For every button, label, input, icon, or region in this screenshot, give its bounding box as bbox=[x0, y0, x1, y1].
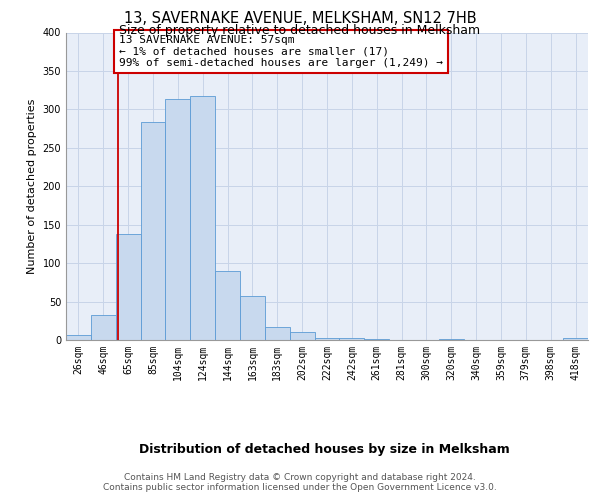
Bar bbox=[364, 339, 389, 340]
Bar bbox=[66, 334, 91, 340]
Bar bbox=[166, 100, 190, 340]
Bar bbox=[265, 327, 290, 340]
Bar bbox=[563, 338, 588, 340]
Text: 13, SAVERNAKE AVENUE, MELKSHAM, SN12 7HB: 13, SAVERNAKE AVENUE, MELKSHAM, SN12 7HB bbox=[124, 11, 476, 26]
Bar bbox=[340, 338, 364, 340]
Y-axis label: Number of detached properties: Number of detached properties bbox=[27, 98, 37, 274]
Bar bbox=[215, 271, 240, 340]
Bar bbox=[439, 339, 464, 340]
Bar bbox=[190, 96, 215, 340]
Bar bbox=[116, 234, 140, 340]
Bar bbox=[140, 122, 166, 340]
Bar bbox=[91, 314, 116, 340]
Text: Size of property relative to detached houses in Melksham: Size of property relative to detached ho… bbox=[119, 24, 481, 37]
Text: 13 SAVERNAKE AVENUE: 57sqm
← 1% of detached houses are smaller (17)
99% of semi-: 13 SAVERNAKE AVENUE: 57sqm ← 1% of detac… bbox=[119, 35, 443, 68]
Bar bbox=[314, 338, 340, 340]
Text: Distribution of detached houses by size in Melksham: Distribution of detached houses by size … bbox=[139, 442, 509, 456]
Bar bbox=[290, 332, 314, 340]
Bar bbox=[240, 296, 265, 340]
Text: Contains HM Land Registry data © Crown copyright and database right 2024.
Contai: Contains HM Land Registry data © Crown c… bbox=[103, 473, 497, 492]
